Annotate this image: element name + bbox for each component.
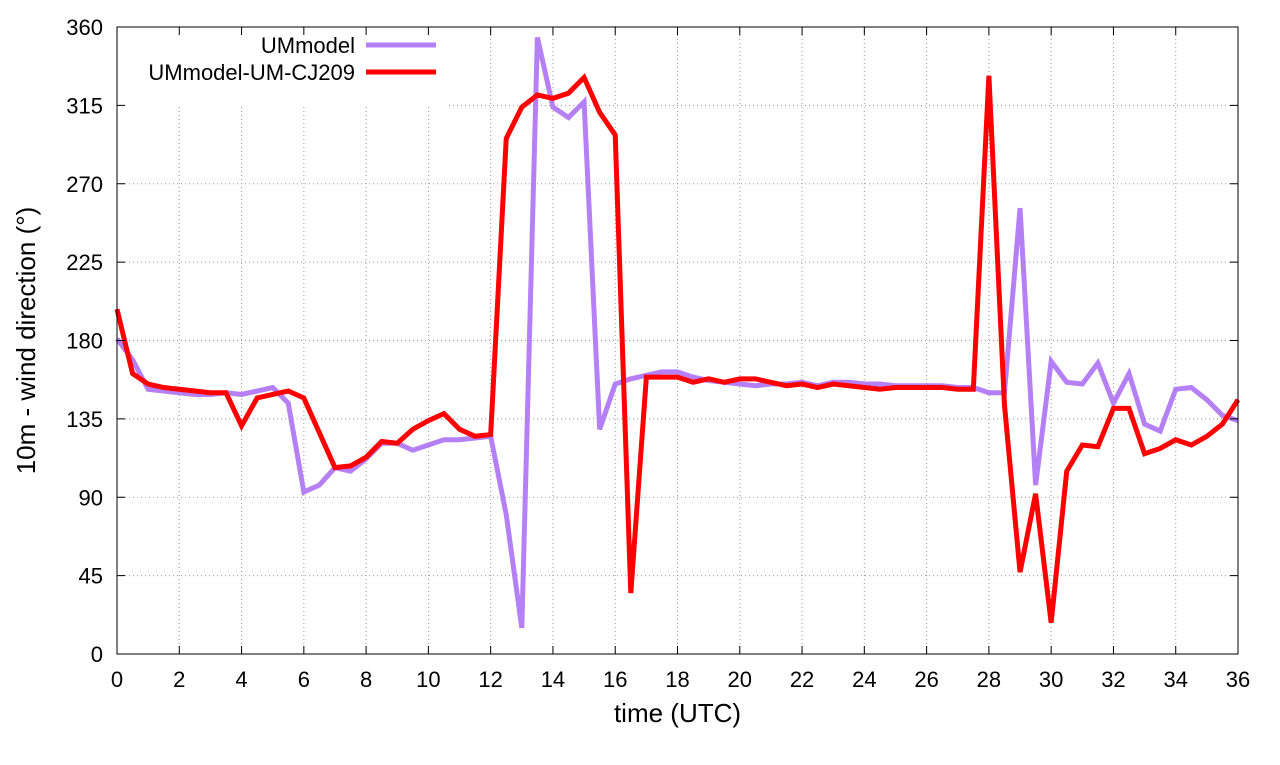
- series-lines: [114, 36, 1241, 629]
- x-tick-label: 2: [173, 667, 185, 692]
- x-tick-label: 20: [728, 667, 752, 692]
- x-tick-label: 14: [541, 667, 565, 692]
- y-tick-label: 0: [91, 642, 103, 667]
- axis-ticks: 0 2 4 6 8 10 12 14 16 18 20 22 24 26 28 30 32 34 360459013…: [66, 15, 1250, 692]
- x-tick-label: 28: [977, 667, 1001, 692]
- y-tick-label: 90: [79, 485, 103, 510]
- x-tick-label: 34: [1163, 667, 1187, 692]
- series-line-2: [114, 73, 1241, 623]
- y-tick-label: 180: [66, 329, 103, 354]
- x-tick-label: 8: [360, 667, 372, 692]
- x-tick-label: 32: [1101, 667, 1125, 692]
- x-tick-label: 12: [478, 667, 502, 692]
- x-axis-label: time (UTC): [614, 698, 741, 728]
- x-tick-label: 24: [852, 667, 876, 692]
- x-tick-label: 16: [603, 667, 627, 692]
- x-tick-label: 26: [914, 667, 938, 692]
- legend-label: UMmodel: [261, 33, 355, 58]
- x-tick-label: 6: [298, 667, 310, 692]
- y-tick-label: 315: [66, 93, 103, 118]
- y-tick-label: 45: [79, 564, 103, 589]
- grid-lines: [117, 27, 1238, 654]
- y-axis-label: 10m - wind direction (°): [11, 207, 41, 475]
- y-tick-label: 225: [66, 250, 103, 275]
- x-tick-label: 4: [235, 667, 247, 692]
- y-tick-label: 135: [66, 407, 103, 432]
- x-tick-label: 10: [416, 667, 440, 692]
- x-tick-label: 18: [665, 667, 689, 692]
- legend-background: [119, 29, 449, 107]
- x-tick-label: 0: [111, 667, 123, 692]
- series-line-1: [114, 36, 1239, 629]
- legend-label: UMmodel-UM-CJ209: [148, 60, 355, 85]
- x-tick-label: 36: [1226, 667, 1250, 692]
- x-tick-label: 30: [1039, 667, 1063, 692]
- y-tick-label: 270: [66, 172, 103, 197]
- y-tick-label: 360: [66, 15, 103, 40]
- x-tick-label: 22: [790, 667, 814, 692]
